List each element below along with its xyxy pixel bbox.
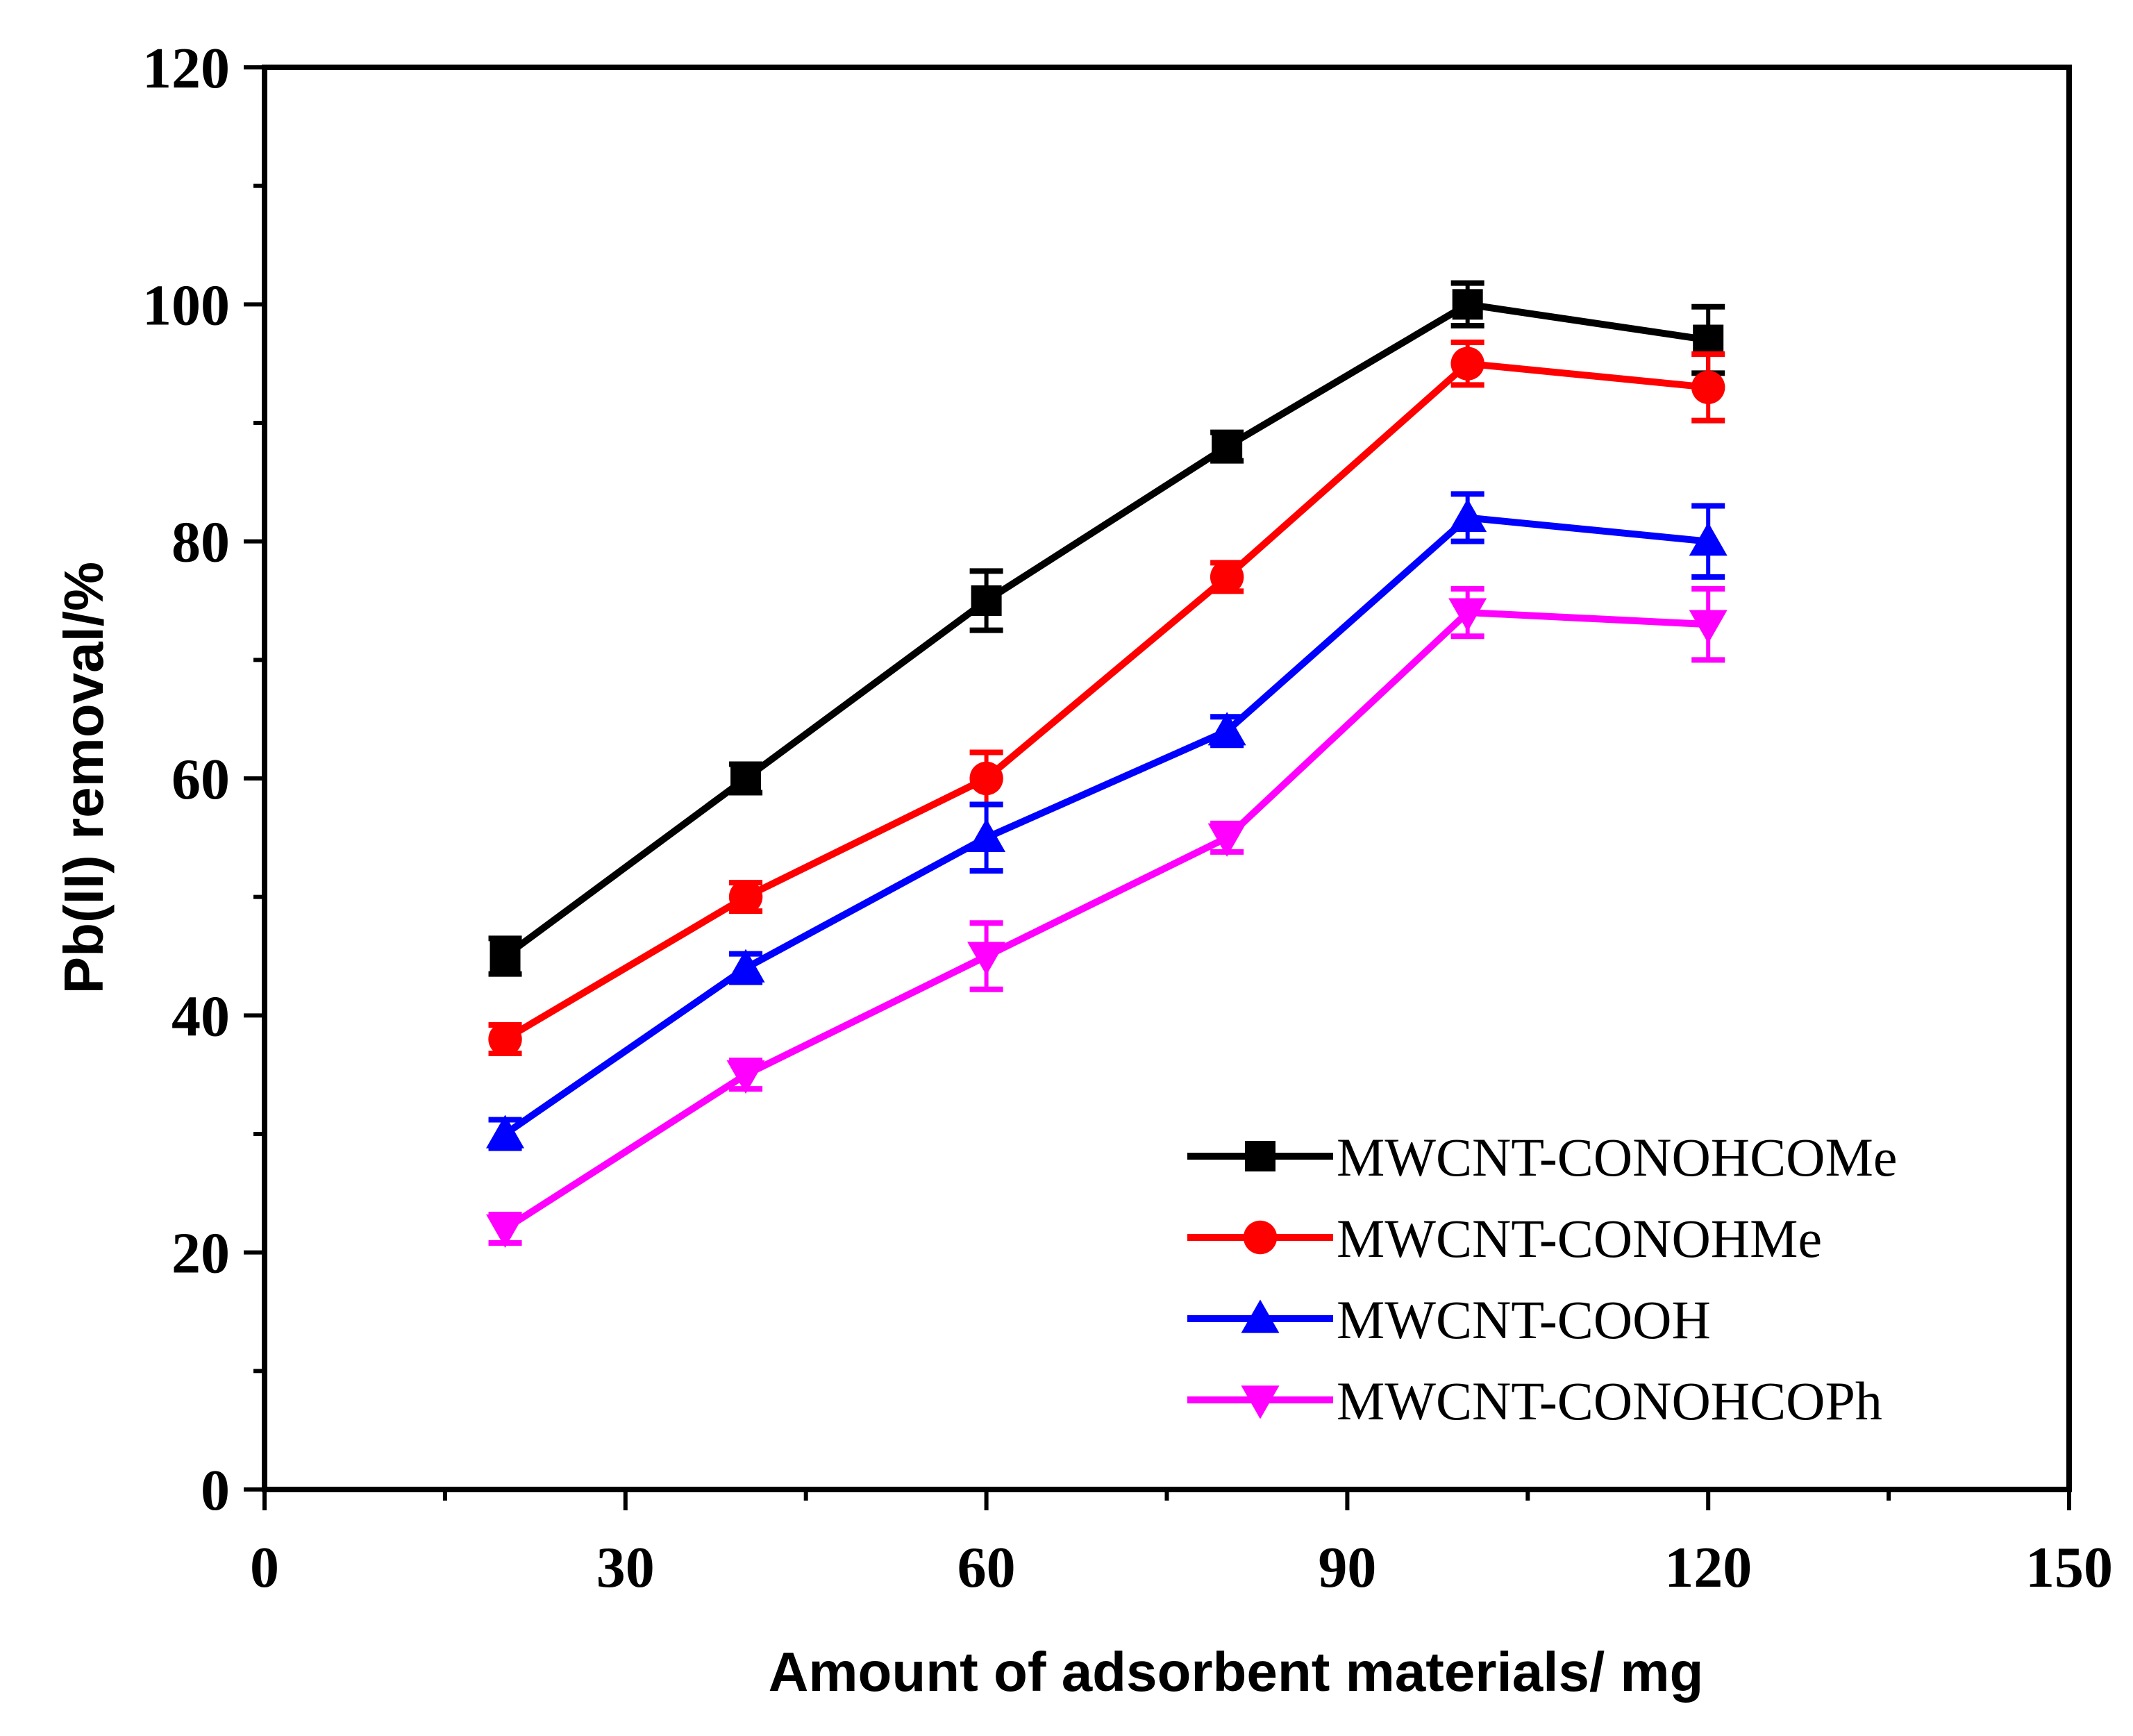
data-point [1452, 289, 1483, 320]
x-tick-label: 150 [2025, 1535, 2113, 1600]
legend-item: MWCNT-CONOHCOPh [1187, 1371, 1882, 1431]
series-line [503, 360, 1709, 1042]
data-point [1693, 324, 1724, 356]
x-tick-label: 0 [250, 1535, 279, 1600]
data-point [1689, 522, 1728, 556]
plot-frame [262, 65, 2072, 1492]
series-layer [486, 280, 1728, 1249]
legend-item: MWCNT-COOH [1187, 1290, 1711, 1350]
data-point [490, 941, 521, 971]
data-point [726, 949, 765, 983]
series-line [503, 609, 1709, 1232]
data-point [971, 585, 1002, 616]
data-point [728, 880, 763, 914]
legend-marker [1241, 1385, 1280, 1419]
data-point [1450, 347, 1484, 381]
series-MWCNT-CONOHCOPh [486, 585, 1728, 1249]
data-point [1691, 370, 1725, 404]
y-tick-label: 20 [172, 1221, 230, 1286]
y-tick-label: 100 [142, 273, 230, 337]
data-point [1689, 610, 1728, 644]
series-MWCNT-COOH [486, 491, 1728, 1151]
tick-labels: 0 30 60 90 120 150 0 20 40 60 80 100 120 [142, 36, 2113, 1600]
data-point [1212, 431, 1243, 462]
data-point [726, 1060, 765, 1094]
x-axis-title: Amount of adsorbent materials/ mg [769, 1641, 1704, 1703]
legend-marker [1243, 1220, 1278, 1255]
y-tick-label: 80 [172, 510, 230, 575]
x-tick-label: 30 [596, 1535, 655, 1600]
y-tick-label: 40 [172, 984, 230, 1049]
y-tick-label: 0 [201, 1458, 230, 1523]
data-point [1448, 598, 1487, 632]
series-line [503, 514, 1709, 1137]
data-point [1207, 712, 1246, 746]
data-point [1448, 499, 1487, 533]
data-point [1207, 823, 1246, 857]
x-tick-label: 90 [1318, 1535, 1376, 1600]
legend-item: MWCNT-CONOHMe [1187, 1208, 1822, 1269]
y-tick-label: 60 [172, 747, 230, 812]
series-line [503, 301, 1709, 960]
y-axis-title: Pb(II) removal/% [53, 562, 115, 994]
data-point [486, 1115, 525, 1149]
legend: MWCNT-CONOHCOMe MWCNT-CONOHMe MWCNT-COOH MW… [1187, 1127, 1897, 1431]
y-tick-label: 120 [142, 36, 230, 101]
legend-label: MWCNT-COOH [1337, 1290, 1711, 1350]
legend-marker [1241, 1299, 1280, 1333]
x-tick-label: 60 [957, 1535, 1016, 1600]
data-point [1210, 560, 1244, 594]
legend-label: MWCNT-CONOHMe [1337, 1208, 1822, 1269]
legend-marker [1245, 1141, 1275, 1171]
ticks-layer [244, 65, 2071, 1510]
legend-label: MWCNT-CONOHCOPh [1337, 1371, 1882, 1431]
data-point [967, 942, 1006, 976]
series-MWCNT-CONOHMe [488, 339, 1725, 1056]
x-tick-label: 120 [1664, 1535, 1752, 1600]
data-point [486, 1214, 525, 1249]
series-MWCNT-CONOHCOMe [488, 280, 1725, 977]
legend-item: MWCNT-CONOHCOMe [1187, 1127, 1897, 1187]
data-point [730, 763, 762, 794]
data-point [967, 818, 1006, 852]
legend-label: MWCNT-CONOHCOMe [1337, 1127, 1897, 1187]
data-point [488, 1022, 522, 1056]
data-point [969, 761, 1003, 796]
